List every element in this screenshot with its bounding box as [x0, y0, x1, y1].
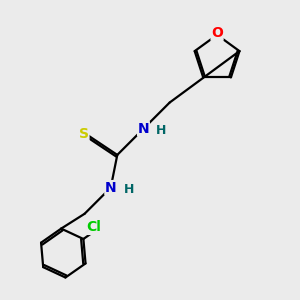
Text: N: N — [138, 122, 149, 136]
Text: O: O — [211, 26, 223, 40]
Text: H: H — [124, 183, 134, 196]
Text: Cl: Cl — [87, 220, 102, 234]
Text: S: S — [79, 127, 89, 141]
Text: H: H — [156, 124, 167, 137]
Text: N: N — [105, 181, 117, 195]
